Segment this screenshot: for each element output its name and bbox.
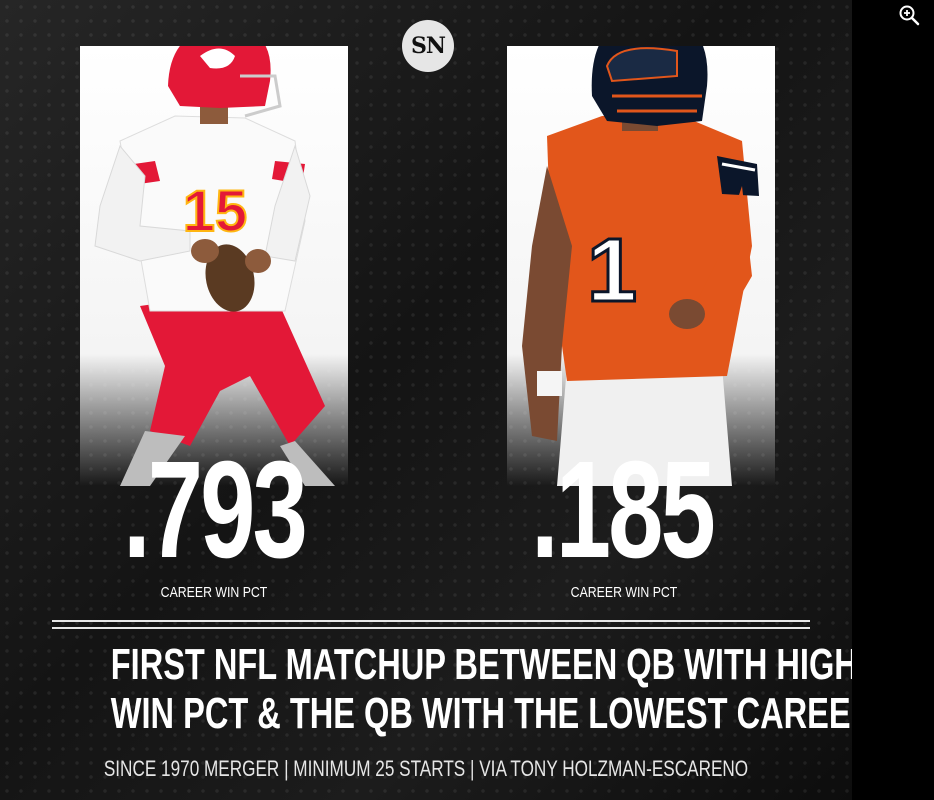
viewer-sidebar [852, 0, 934, 800]
logo-text: SN [411, 33, 446, 59]
left-player-photo: 15 [80, 46, 348, 486]
infographic: SN 15 [0, 0, 852, 800]
zoom-in-icon[interactable] [898, 4, 920, 26]
right-stat-label: CAREER WIN PCT [570, 584, 678, 601]
divider-top [52, 620, 810, 622]
left-jersey-number: 15 [183, 179, 248, 244]
left-stat-value: .793 [123, 433, 308, 587]
headline-line-2: WIN PCT & THE QB WITH THE LOWEST CAREER … [110, 689, 852, 738]
right-jersey-number: 1 [587, 221, 637, 321]
headline-line-1: FIRST NFL MATCHUP BETWEEN QB WITH HIGHES… [110, 640, 852, 689]
right-player-illustration: 1 [522, 46, 759, 486]
source-footnote: SINCE 1970 MERGER | MINIMUM 25 STARTS | … [103, 756, 749, 781]
left-player-illustration: 15 [94, 46, 335, 486]
right-stat-value: .185 [531, 433, 716, 587]
left-stat-label: CAREER WIN PCT [160, 584, 268, 601]
sporting-news-logo: SN [402, 20, 454, 72]
divider-bottom [52, 627, 810, 629]
right-player-photo: 1 [507, 46, 775, 486]
